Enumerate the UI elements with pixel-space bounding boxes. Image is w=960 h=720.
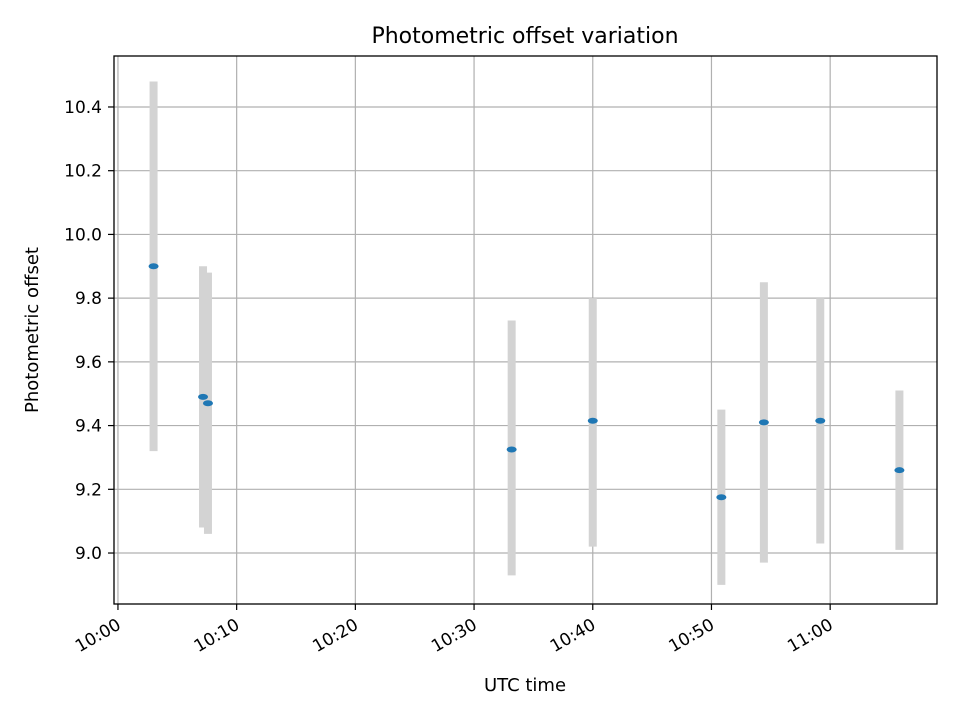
y-tick-label: 10.0: [64, 225, 102, 245]
data-point: [894, 467, 905, 474]
data-points: [148, 263, 905, 501]
y-tick-label: 9.0: [75, 544, 102, 564]
x-axis-label: UTC time: [484, 675, 566, 696]
data-point: [202, 400, 213, 407]
y-tick-label: 10.4: [64, 98, 102, 118]
y-tick-label: 9.4: [75, 417, 102, 437]
chart-title: Photometric offset variation: [371, 24, 678, 49]
plot-frame: [113, 55, 938, 605]
y-tick-label: 9.2: [75, 480, 102, 500]
data-point: [148, 263, 159, 270]
data-point: [587, 417, 598, 424]
data-point: [758, 419, 769, 426]
y-axis-label: Photometric offset: [22, 247, 43, 413]
y-tick-label: 9.8: [75, 289, 102, 309]
y-axis-ticks: 9.0 9.2 9.4 9.6 9.8 10.0 10.2 10.4: [64, 98, 114, 564]
data-point: [506, 446, 517, 453]
y-tick-label: 9.6: [75, 353, 102, 373]
data-point: [815, 417, 826, 424]
y-tick-label: 10.2: [64, 162, 102, 182]
data-point: [198, 393, 209, 400]
data-point: [716, 494, 727, 501]
